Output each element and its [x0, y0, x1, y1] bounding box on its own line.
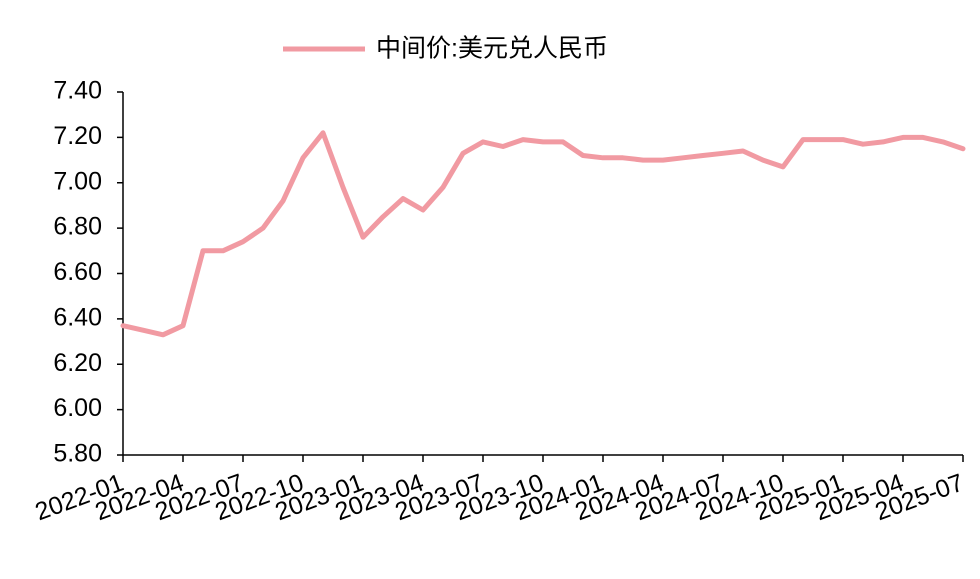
y-tick-label: 6.40 [53, 303, 102, 331]
y-tick-label: 6.80 [53, 213, 102, 241]
legend-label: 中间价:美元兑人民币 [376, 35, 608, 63]
y-tick-label: 6.00 [53, 394, 102, 422]
y-tick-label: 7.00 [53, 167, 102, 195]
y-tick-label: 5.80 [53, 440, 102, 468]
y-tick-label: 6.20 [53, 349, 102, 377]
y-tick-label: 7.20 [53, 122, 102, 150]
line-series [120, 130, 966, 338]
y-tick-label: 7.40 [53, 77, 102, 105]
y-tick-label: 6.60 [53, 258, 102, 286]
